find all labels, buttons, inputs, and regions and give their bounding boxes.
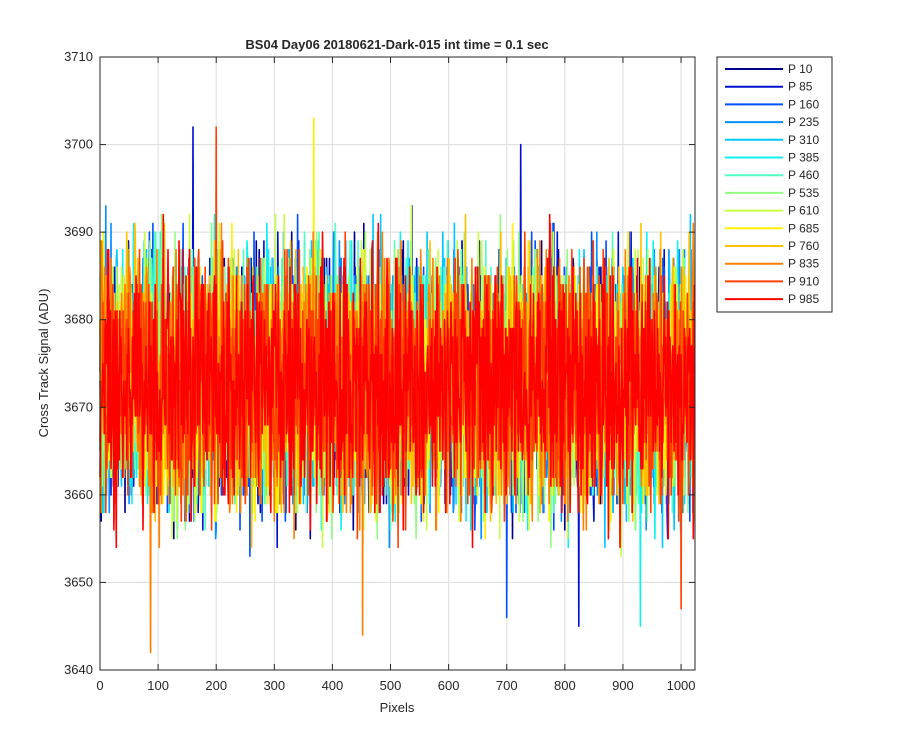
y-tick-label: 3660	[64, 487, 93, 502]
x-tick-label: 600	[438, 678, 460, 693]
legend-entry-label: P 685	[788, 221, 819, 235]
legend-entry-label: P 535	[788, 186, 819, 200]
y-tick-label: 3710	[64, 49, 93, 64]
legend[interactable]: P 10 P 85 P 160 P 235 P 310 P 385 P 460 P 535 P …	[716, 56, 833, 313]
legend-entry-label: P 235	[788, 115, 819, 129]
x-tick-label: 200	[205, 678, 227, 693]
y-axis-label: Cross Track Signal (ADU)	[36, 289, 51, 438]
legend-entry-label: P 85	[788, 80, 813, 94]
y-tick-label: 3640	[64, 662, 93, 677]
legend-entry-label: P 760	[788, 239, 819, 253]
axes-box	[99, 56, 696, 671]
x-tick-label: 1000	[667, 678, 696, 693]
y-tick-label: 3670	[64, 399, 93, 414]
x-tick-label: 100	[147, 678, 169, 693]
legend-entry-label: P 460	[788, 168, 819, 182]
x-tick-label: 400	[322, 678, 344, 693]
x-tick-label: 900	[612, 678, 634, 693]
legend-entry-label: P 310	[788, 133, 819, 147]
y-tick-label: 3650	[64, 574, 93, 589]
legend-entry-label: P 160	[788, 97, 819, 111]
legend-box	[716, 56, 833, 313]
y-tick-label: 3680	[64, 312, 93, 327]
y-tick-label: 3690	[64, 224, 93, 239]
series-line-p-985	[99, 213, 696, 549]
y-tick-label: 3700	[64, 137, 93, 152]
x-axis-label: Pixels	[380, 700, 415, 715]
legend-entry-label: P 385	[788, 151, 819, 165]
series-lines	[99, 117, 696, 654]
x-tick-label: 500	[380, 678, 402, 693]
chart-title: BS04 Day06 20180621-Dark-015 int time = …	[245, 37, 548, 52]
axis-ticks: 0 100 200 300 400 500 600 700 800 900 1000 3640 3650…	[64, 49, 695, 693]
legend-entry-label: P 985	[788, 292, 819, 306]
x-tick-label: 0	[96, 678, 103, 693]
x-tick-label: 700	[496, 678, 518, 693]
legend-entry-label: P 910	[788, 274, 819, 288]
legend-entry-label: P 835	[788, 257, 819, 271]
x-tick-label: 800	[554, 678, 576, 693]
legend-entry-label: P 10	[788, 62, 813, 76]
x-tick-label: 300	[263, 678, 285, 693]
legend-entry-label: P 610	[788, 204, 819, 218]
